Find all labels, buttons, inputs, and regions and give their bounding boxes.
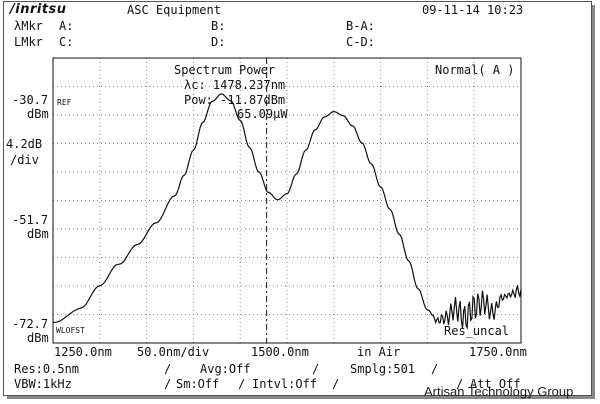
screen-shadow-right	[591, 5, 595, 397]
date-time: 09-11-14 10:23	[422, 3, 524, 17]
x-span-label: 50.0nm/div	[137, 345, 210, 359]
plot-grid	[53, 58, 521, 343]
resolution-status: Res_uncal	[444, 324, 510, 338]
brand-logo: /inritsu	[10, 2, 67, 17]
power-uw-readout: 65.09μW	[237, 107, 288, 121]
plot-frame	[52, 57, 522, 344]
interval-setting: Intvl:Off	[252, 377, 318, 391]
separator: /	[332, 377, 340, 391]
x-stop-label: 1750.0nm	[469, 345, 527, 359]
marker-a-label: A:	[59, 19, 74, 33]
measure-title: Spectrum Power	[174, 63, 276, 77]
medium-label: in Air	[357, 345, 401, 359]
trace-mode: Normal( A )	[435, 63, 515, 77]
separator: /	[431, 362, 439, 376]
center-wavelength-readout: λc: 1478.237nm	[184, 78, 286, 92]
marker-c-minus-d-label: C-D:	[346, 35, 375, 49]
instrument-title: ASC Equipment	[127, 3, 221, 17]
y-scale-unit: /div	[10, 153, 39, 167]
marker-c-label: C:	[59, 35, 74, 49]
smoothing-setting: Sm:Off	[176, 377, 220, 391]
marker-b-minus-a-label: B-A:	[346, 19, 375, 33]
y-mid-value: -51.7	[12, 213, 49, 227]
marker-b-label: B:	[211, 19, 226, 33]
spectrum-plot	[52, 57, 522, 344]
sampling-setting: Smplg:501	[350, 362, 416, 376]
y-bottom-unit: dBm	[27, 331, 49, 345]
y-bottom-value: -72.7	[12, 317, 49, 331]
y-ref-tag: REF	[57, 98, 72, 107]
power-dbm-readout: Pow: -11.87dBm	[184, 93, 286, 107]
lambda-marker-label: λMkr	[14, 19, 43, 33]
attenuator-setting: Att Off	[470, 377, 521, 391]
y-scale-value: 4.2dB	[6, 137, 43, 151]
x-start-label: 1250.0nm	[54, 345, 112, 359]
marker-d-label: D:	[211, 35, 226, 49]
y-ref-value: -30.7	[12, 93, 49, 107]
screen-shadow-bottom	[7, 395, 595, 399]
separator: /	[164, 377, 172, 391]
avg-setting: Avg:Off	[200, 362, 251, 376]
vbw-setting: VBW:1kHz	[14, 377, 72, 391]
offset-tag: WLOFST	[56, 326, 85, 335]
spectrum-trace	[52, 93, 522, 330]
separator: /	[456, 377, 464, 391]
separator: /	[238, 377, 246, 391]
separator: /	[312, 362, 320, 376]
watermark: Artisan Technology Group	[424, 384, 574, 399]
res-setting: Res:0.5nm	[14, 362, 80, 376]
x-center-label: 1500.0nm	[251, 345, 309, 359]
level-marker-label: LMkr	[14, 35, 43, 49]
separator: /	[164, 362, 172, 376]
y-ref-unit: dBm	[27, 107, 49, 121]
y-mid-unit: dBm	[27, 227, 49, 241]
analyzer-screen: /inritsu ASC Equipment 09-11-14 10:23 λM…	[3, 1, 592, 396]
